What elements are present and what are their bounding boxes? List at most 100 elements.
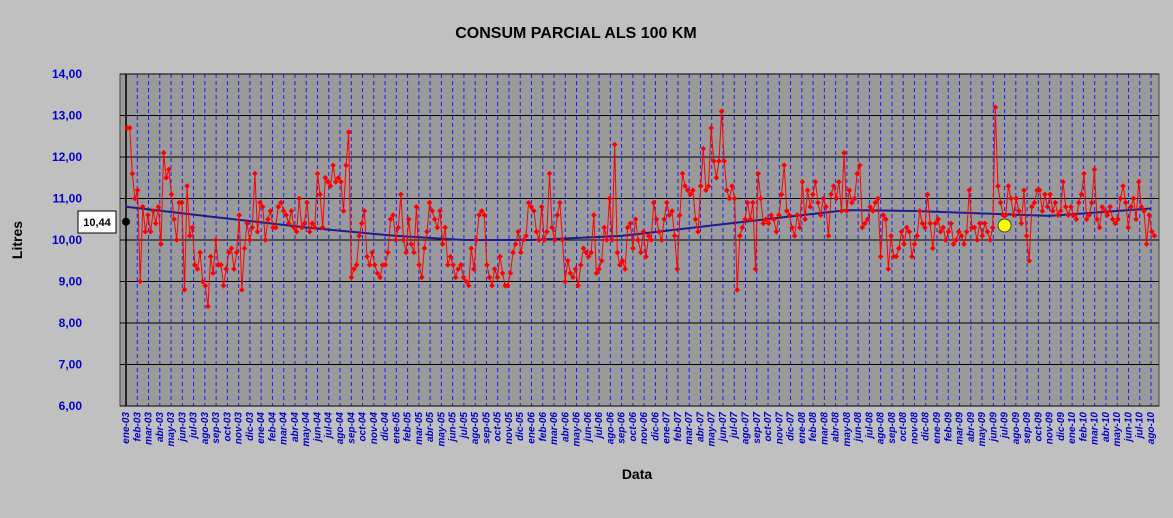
x-tick-label: nov-03 — [234, 412, 245, 445]
y-axis-label: Litres — [9, 221, 25, 259]
data-point — [330, 162, 336, 169]
x-tick-label: nov-09 — [1045, 412, 1056, 445]
data-point — [656, 228, 662, 235]
data-point — [909, 253, 915, 260]
data-point — [1130, 195, 1137, 202]
data-point — [752, 266, 759, 272]
x-tick-label: nov-06 — [639, 412, 650, 445]
data-point — [708, 125, 714, 131]
data-point — [718, 108, 725, 115]
data-point — [447, 253, 454, 260]
data-point — [374, 270, 381, 277]
y-tick-label: 13,00 — [52, 109, 82, 123]
data-point — [218, 262, 224, 268]
x-tick-label: jun-07 — [718, 412, 729, 444]
data-point — [298, 224, 305, 231]
data-point — [385, 249, 391, 256]
x-tick-label: jul-05 — [459, 412, 470, 441]
data-point — [1094, 216, 1100, 223]
x-tick-label: dic-03 — [245, 412, 256, 441]
data-point — [995, 183, 1001, 189]
data-point — [1031, 199, 1038, 206]
x-tick-label: oct-08 — [898, 412, 909, 442]
data-point — [343, 162, 349, 169]
data-point — [134, 187, 141, 193]
data-point — [632, 216, 639, 223]
x-tick-label: abr-10 — [1101, 412, 1112, 442]
data-point — [622, 266, 628, 272]
data-point — [129, 170, 136, 177]
data-point — [489, 282, 495, 289]
x-tick-label: dic-09 — [1056, 412, 1067, 441]
data-point — [345, 129, 352, 135]
x-tick-label: sep-08 — [887, 412, 898, 444]
x-tick-label: ene-05 — [391, 412, 402, 444]
data-point — [611, 141, 618, 148]
data-point — [1104, 212, 1111, 218]
data-point — [885, 266, 892, 272]
x-tick-label: ene-04 — [256, 412, 267, 444]
data-point — [202, 282, 209, 289]
data-point — [710, 158, 717, 164]
data-point — [288, 208, 295, 214]
x-tick-label: jun-09 — [988, 412, 999, 444]
x-tick-label: feb-05 — [403, 412, 414, 442]
x-tick-label: ene-03 — [121, 412, 132, 444]
data-point — [408, 241, 415, 247]
data-point — [452, 274, 459, 281]
x-tick-label: mar-08 — [819, 412, 830, 445]
x-tick-label: oct-07 — [763, 412, 774, 442]
x-tick-label: jul-04 — [324, 412, 335, 441]
x-tick-label: abr-04 — [290, 412, 301, 442]
data-point — [249, 224, 256, 231]
data-point — [562, 278, 568, 285]
data-point — [1120, 183, 1126, 189]
x-tick-label: jun-05 — [448, 412, 459, 444]
data-point — [285, 220, 292, 227]
data-point — [572, 266, 579, 272]
data-point — [867, 203, 874, 210]
x-tick-label: oct-06 — [628, 412, 639, 442]
x-tick-label: ago-04 — [335, 412, 346, 445]
y-tick-label: 9,00 — [59, 275, 83, 289]
x-tick-label: may-10 — [1112, 412, 1123, 447]
x-tick-label: ene-06 — [526, 412, 537, 444]
data-point — [783, 208, 790, 214]
data-point — [937, 228, 944, 235]
data-point — [507, 270, 514, 277]
data-point — [351, 266, 357, 272]
data-point — [661, 216, 668, 223]
data-point — [598, 257, 605, 264]
x-tick-label: mar-07 — [684, 412, 695, 445]
data-point — [802, 216, 808, 223]
x-tick-label: sep-05 — [481, 412, 492, 444]
data-point — [1115, 216, 1121, 223]
y-tick-label: 14,00 — [52, 67, 82, 81]
x-tick-label: abr-08 — [831, 412, 842, 442]
data-point — [1062, 203, 1069, 210]
data-point — [395, 224, 402, 231]
data-point — [398, 191, 404, 198]
data-point — [1102, 208, 1108, 214]
data-point — [431, 216, 438, 223]
data-point — [371, 262, 378, 268]
data-point — [358, 220, 365, 227]
data-point — [836, 179, 842, 185]
data-point — [504, 282, 511, 289]
data-point — [471, 266, 477, 272]
data-point — [228, 245, 235, 252]
x-tick-label: may-03 — [166, 412, 177, 447]
data-point — [716, 158, 722, 164]
x-tick-label: jul-10 — [1135, 412, 1146, 441]
data-point — [421, 245, 428, 252]
data-point — [966, 187, 973, 194]
x-tick-label: dic-07 — [786, 412, 797, 441]
x-tick-label: jun-04 — [312, 412, 323, 444]
grid-vertical — [125, 74, 1152, 406]
x-tick-label: feb-08 — [808, 412, 819, 442]
y-tick-label: 6,00 — [59, 399, 83, 413]
data-point — [353, 262, 360, 268]
data-point — [460, 274, 467, 281]
data-point — [796, 224, 803, 231]
x-tick-label: jun-10 — [1123, 412, 1134, 444]
